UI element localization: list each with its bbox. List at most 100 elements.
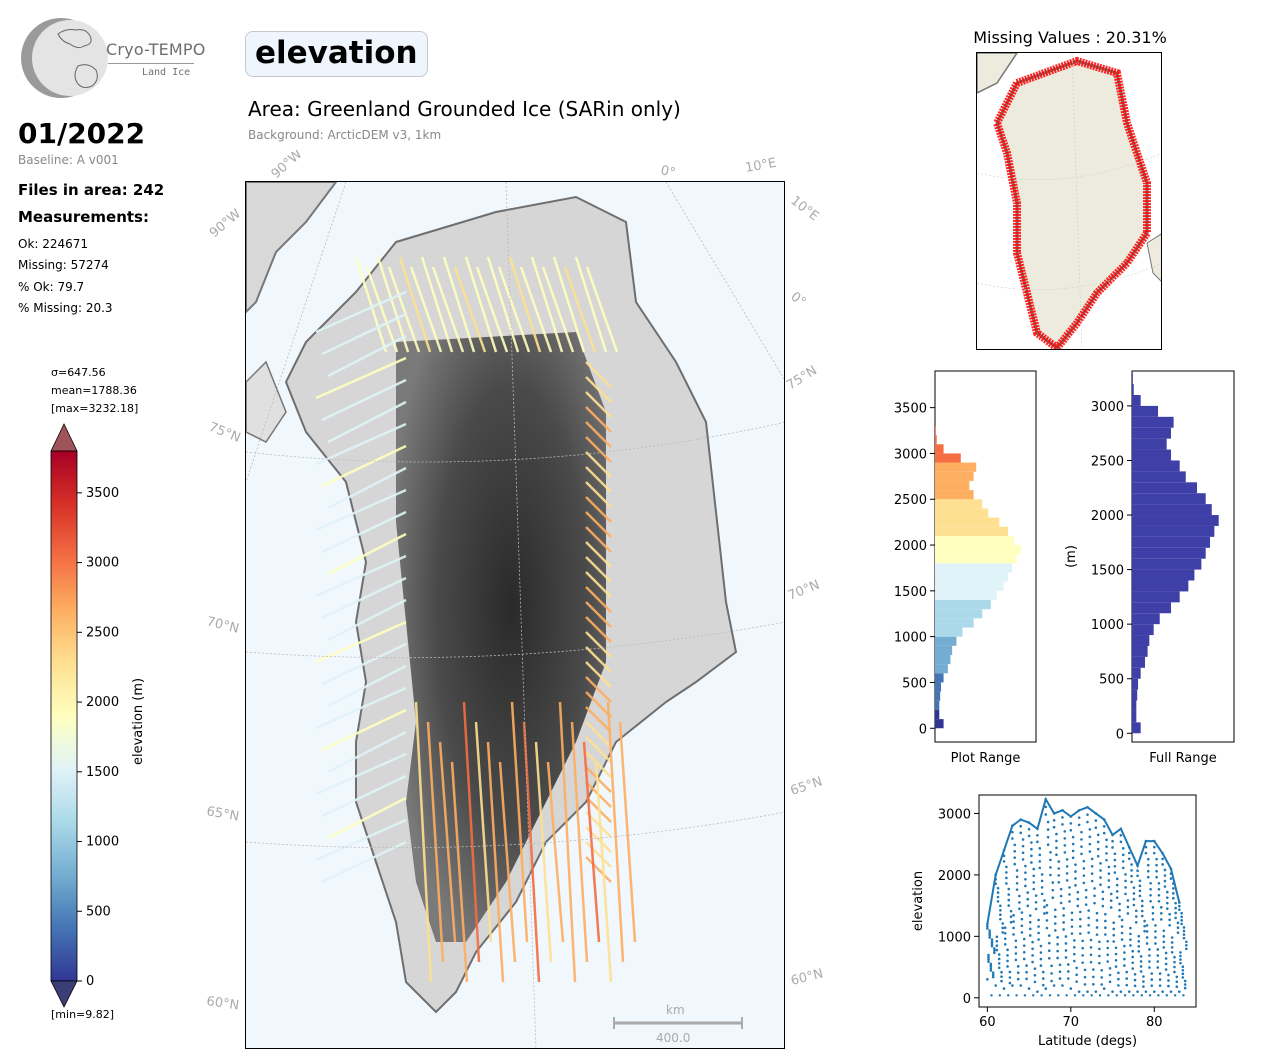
- scatter-point: [1101, 897, 1105, 901]
- scatter-point: [1112, 933, 1116, 937]
- track-segment: [327, 730, 407, 774]
- scatter-point: [1140, 994, 1143, 997]
- scatter-point: [995, 935, 999, 939]
- scatter-point: [1031, 940, 1034, 944]
- scatter-point: [1008, 976, 1012, 979]
- histogram-bar: [935, 691, 941, 701]
- scatter-point: [1112, 940, 1116, 943]
- scatter-point: [1163, 868, 1167, 872]
- scatter-point: [1045, 926, 1049, 930]
- scatter-point: [1093, 887, 1096, 890]
- scatter-point: [1156, 966, 1160, 969]
- y-tick-label: 2000: [894, 539, 927, 554]
- scatter-point: [1076, 897, 1080, 901]
- histogram-bar: [935, 627, 963, 637]
- scatter-point: [993, 949, 996, 952]
- scatter-point: [1011, 830, 1014, 834]
- scatter-point: [1071, 835, 1075, 839]
- scatter-point: [1181, 972, 1185, 976]
- scatter-point: [1075, 966, 1078, 970]
- scatter-point: [1031, 954, 1034, 957]
- scatter-point: [1032, 867, 1036, 871]
- track-segment: [464, 256, 498, 353]
- track-segment: [585, 466, 612, 493]
- scatter-point: [1064, 949, 1068, 952]
- scatter-point: [1098, 954, 1101, 958]
- scatter-point: [1033, 967, 1037, 970]
- histogram-bar: [935, 517, 1000, 527]
- scatter-point: [1180, 911, 1183, 915]
- scatter-point: [1133, 973, 1137, 976]
- track-segment: [585, 856, 612, 883]
- scatter-point: [1102, 987, 1106, 990]
- track-segment: [585, 841, 612, 868]
- scatter-point: [1115, 890, 1119, 893]
- track-segment: [475, 266, 509, 353]
- scatter-point: [1064, 956, 1068, 959]
- scatter-point: [1045, 919, 1049, 922]
- scatter-point: [1148, 948, 1151, 951]
- scatter-point: [1032, 881, 1036, 884]
- scatter-point: [1006, 959, 1009, 963]
- scatter-point: [1158, 972, 1162, 975]
- colorbar-gradient: [50, 450, 78, 982]
- y-tick-label: 0: [919, 722, 927, 737]
- track-segment: [365, 266, 399, 353]
- histogram-bar: [935, 453, 961, 463]
- scatter-point: [1142, 975, 1145, 978]
- scatter-point: [1050, 972, 1053, 975]
- scatter-point: [1102, 825, 1106, 828]
- scatter-point: [1049, 850, 1052, 854]
- scatter-point: [1131, 949, 1135, 953]
- scatter-point: [1045, 903, 1049, 907]
- scatter-point: [1041, 983, 1045, 987]
- lat-label: 60°N: [789, 966, 824, 988]
- track-segment: [486, 256, 520, 353]
- scatter-point: [1038, 866, 1042, 870]
- track-segment: [474, 721, 493, 943]
- scatter-point: [995, 944, 999, 947]
- scatter-point: [1062, 914, 1065, 917]
- scatter-point: [999, 913, 1002, 917]
- scatter-point: [1151, 906, 1155, 909]
- scatter-point: [1047, 956, 1051, 960]
- scatter-point: [1003, 926, 1007, 930]
- track-segment: [497, 266, 531, 353]
- scatter-point: [1082, 859, 1086, 863]
- colorbar-min-extend-arrow: [50, 980, 78, 1008]
- scatter-point: [1130, 869, 1133, 872]
- scatter-point: [1001, 922, 1005, 925]
- scatter-point: [1155, 875, 1158, 879]
- track-segment: [585, 266, 619, 353]
- histogram-bar: [935, 471, 974, 481]
- scatter-point: [1137, 944, 1141, 948]
- scatter-point: [1133, 978, 1137, 982]
- scatter-point: [1136, 874, 1139, 878]
- scatter-point: [1170, 951, 1174, 954]
- scatter-point: [1123, 964, 1126, 967]
- colorbar-tick-label: 500: [86, 904, 111, 919]
- scatter-point: [1123, 994, 1127, 997]
- scatter-point: [1164, 968, 1168, 971]
- scatter-point: [1068, 886, 1071, 889]
- scatter-point: [1081, 961, 1084, 964]
- scatter-point: [1180, 922, 1183, 926]
- scatter-point: [1138, 889, 1142, 893]
- scatter-point: [1057, 994, 1060, 997]
- scatter-point: [1086, 820, 1089, 824]
- scatter-point: [1056, 956, 1059, 960]
- scatter-point: [1092, 968, 1095, 971]
- histogram-bar: [1132, 449, 1172, 461]
- main-map[interactable]: km 400.0: [245, 181, 785, 1049]
- scatter-point: [1112, 927, 1116, 931]
- missing-values-map[interactable]: [976, 52, 1162, 350]
- track-segment: [585, 406, 612, 433]
- scatter-point: [1107, 879, 1111, 882]
- scatter-point: [1101, 904, 1105, 908]
- scatter-point: [1048, 994, 1052, 997]
- scatter-point: [1130, 874, 1133, 878]
- scatter-point: [1074, 863, 1077, 866]
- scatter-point: [987, 960, 990, 963]
- scatter-point: [1079, 925, 1082, 928]
- scatter-point: [1005, 882, 1008, 885]
